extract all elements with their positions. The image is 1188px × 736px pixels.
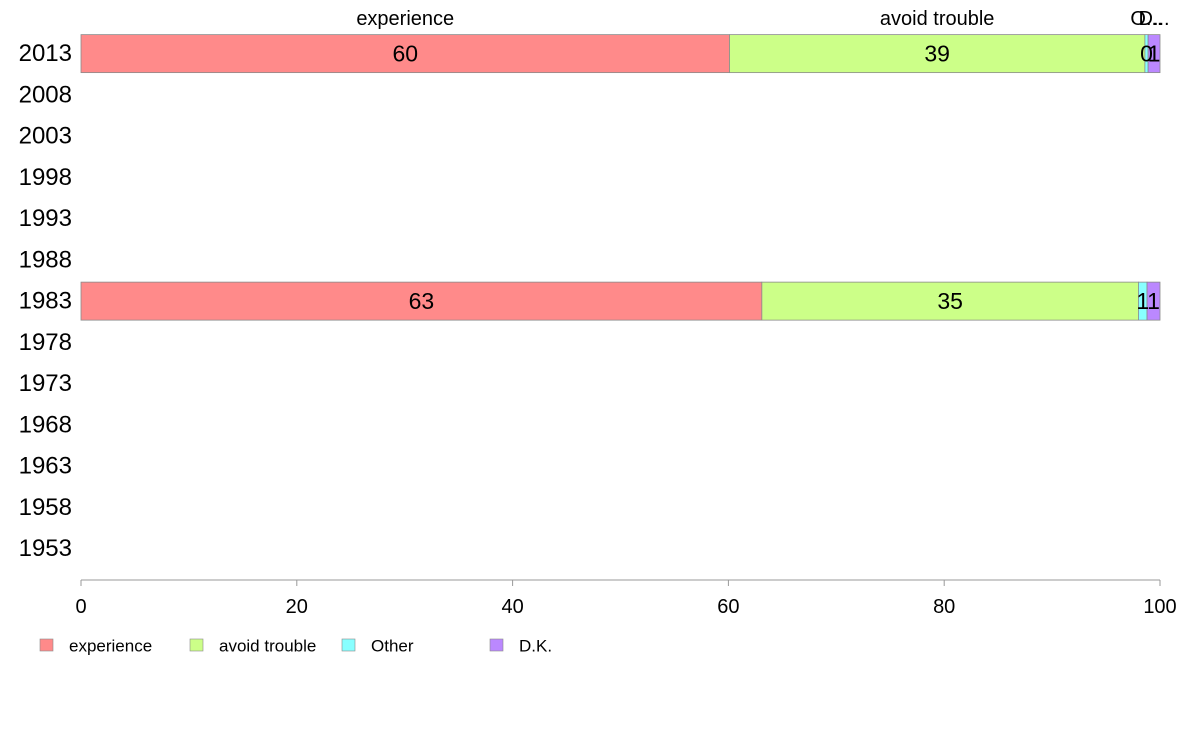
y-tick-label: 1993 xyxy=(19,205,72,232)
bar-segment xyxy=(729,34,1146,74)
bar-data-label: 35 xyxy=(937,288,963,314)
x-tick-label: 80 xyxy=(933,596,955,618)
legend-label: experience xyxy=(69,637,152,656)
bar-segment xyxy=(1147,34,1161,74)
y-tick-label: 2003 xyxy=(19,123,72,150)
legend: experience avoid trouble Other D.K. xyxy=(39,637,552,656)
legend-swatch xyxy=(189,638,204,652)
y-tick-label: 2013 xyxy=(19,40,72,67)
x-tick-label: 20 xyxy=(286,596,308,618)
legend-swatch xyxy=(39,638,54,652)
bar-data-label: 39 xyxy=(924,41,950,67)
y-tick-label: 1968 xyxy=(19,411,72,438)
series-top-label: experience xyxy=(356,8,454,30)
x-tick-label: 100 xyxy=(1143,596,1176,618)
x-axis: 0 20 40 60 80 100 xyxy=(75,579,1177,618)
y-tick-label: 1998 xyxy=(19,164,72,191)
y-tick-label: 1978 xyxy=(19,329,72,356)
y-tick-label: 1973 xyxy=(19,370,72,397)
bar-data-label: 1 xyxy=(1147,288,1160,314)
y-axis: 1953 1958 1963 1968 1973 1978 1983 1988 1993 1998… xyxy=(19,40,72,562)
bar-data-label: 0 xyxy=(1140,41,1153,67)
y-tick-label: 1983 xyxy=(19,288,72,315)
bar-data-label: 1 xyxy=(1136,288,1149,314)
bar-data-label: 60 xyxy=(392,41,418,67)
y-tick-label: 1958 xyxy=(19,494,72,521)
series-top-label: O... xyxy=(1130,8,1162,30)
series-top-label: avoid trouble xyxy=(880,8,995,30)
y-tick-label: 1963 xyxy=(19,453,72,480)
x-tick-label: 60 xyxy=(717,596,739,618)
bar-data-label: 63 xyxy=(409,288,435,314)
bars-layer xyxy=(80,34,1161,321)
bar-segment xyxy=(80,281,763,321)
series-top-label: D... xyxy=(1139,8,1170,30)
y-tick-label: 2008 xyxy=(19,81,72,108)
legend-label: Other xyxy=(371,637,414,656)
y-tick-label: 1953 xyxy=(19,535,72,562)
x-tick-label: 0 xyxy=(75,596,86,618)
y-tick-label: 1988 xyxy=(19,246,72,273)
top-series-labels: experience avoid trouble O...D... xyxy=(356,8,1169,30)
legend-swatch xyxy=(341,638,356,652)
legend-label: D.K. xyxy=(519,637,552,656)
x-tick-label: 40 xyxy=(501,596,523,618)
bar-segment xyxy=(761,281,1139,321)
bar-data-label: 1 xyxy=(1148,41,1161,67)
bar-segment xyxy=(1146,281,1161,321)
legend-swatch xyxy=(489,638,504,652)
legend-label: avoid trouble xyxy=(219,637,316,656)
bar-segment xyxy=(80,34,730,74)
